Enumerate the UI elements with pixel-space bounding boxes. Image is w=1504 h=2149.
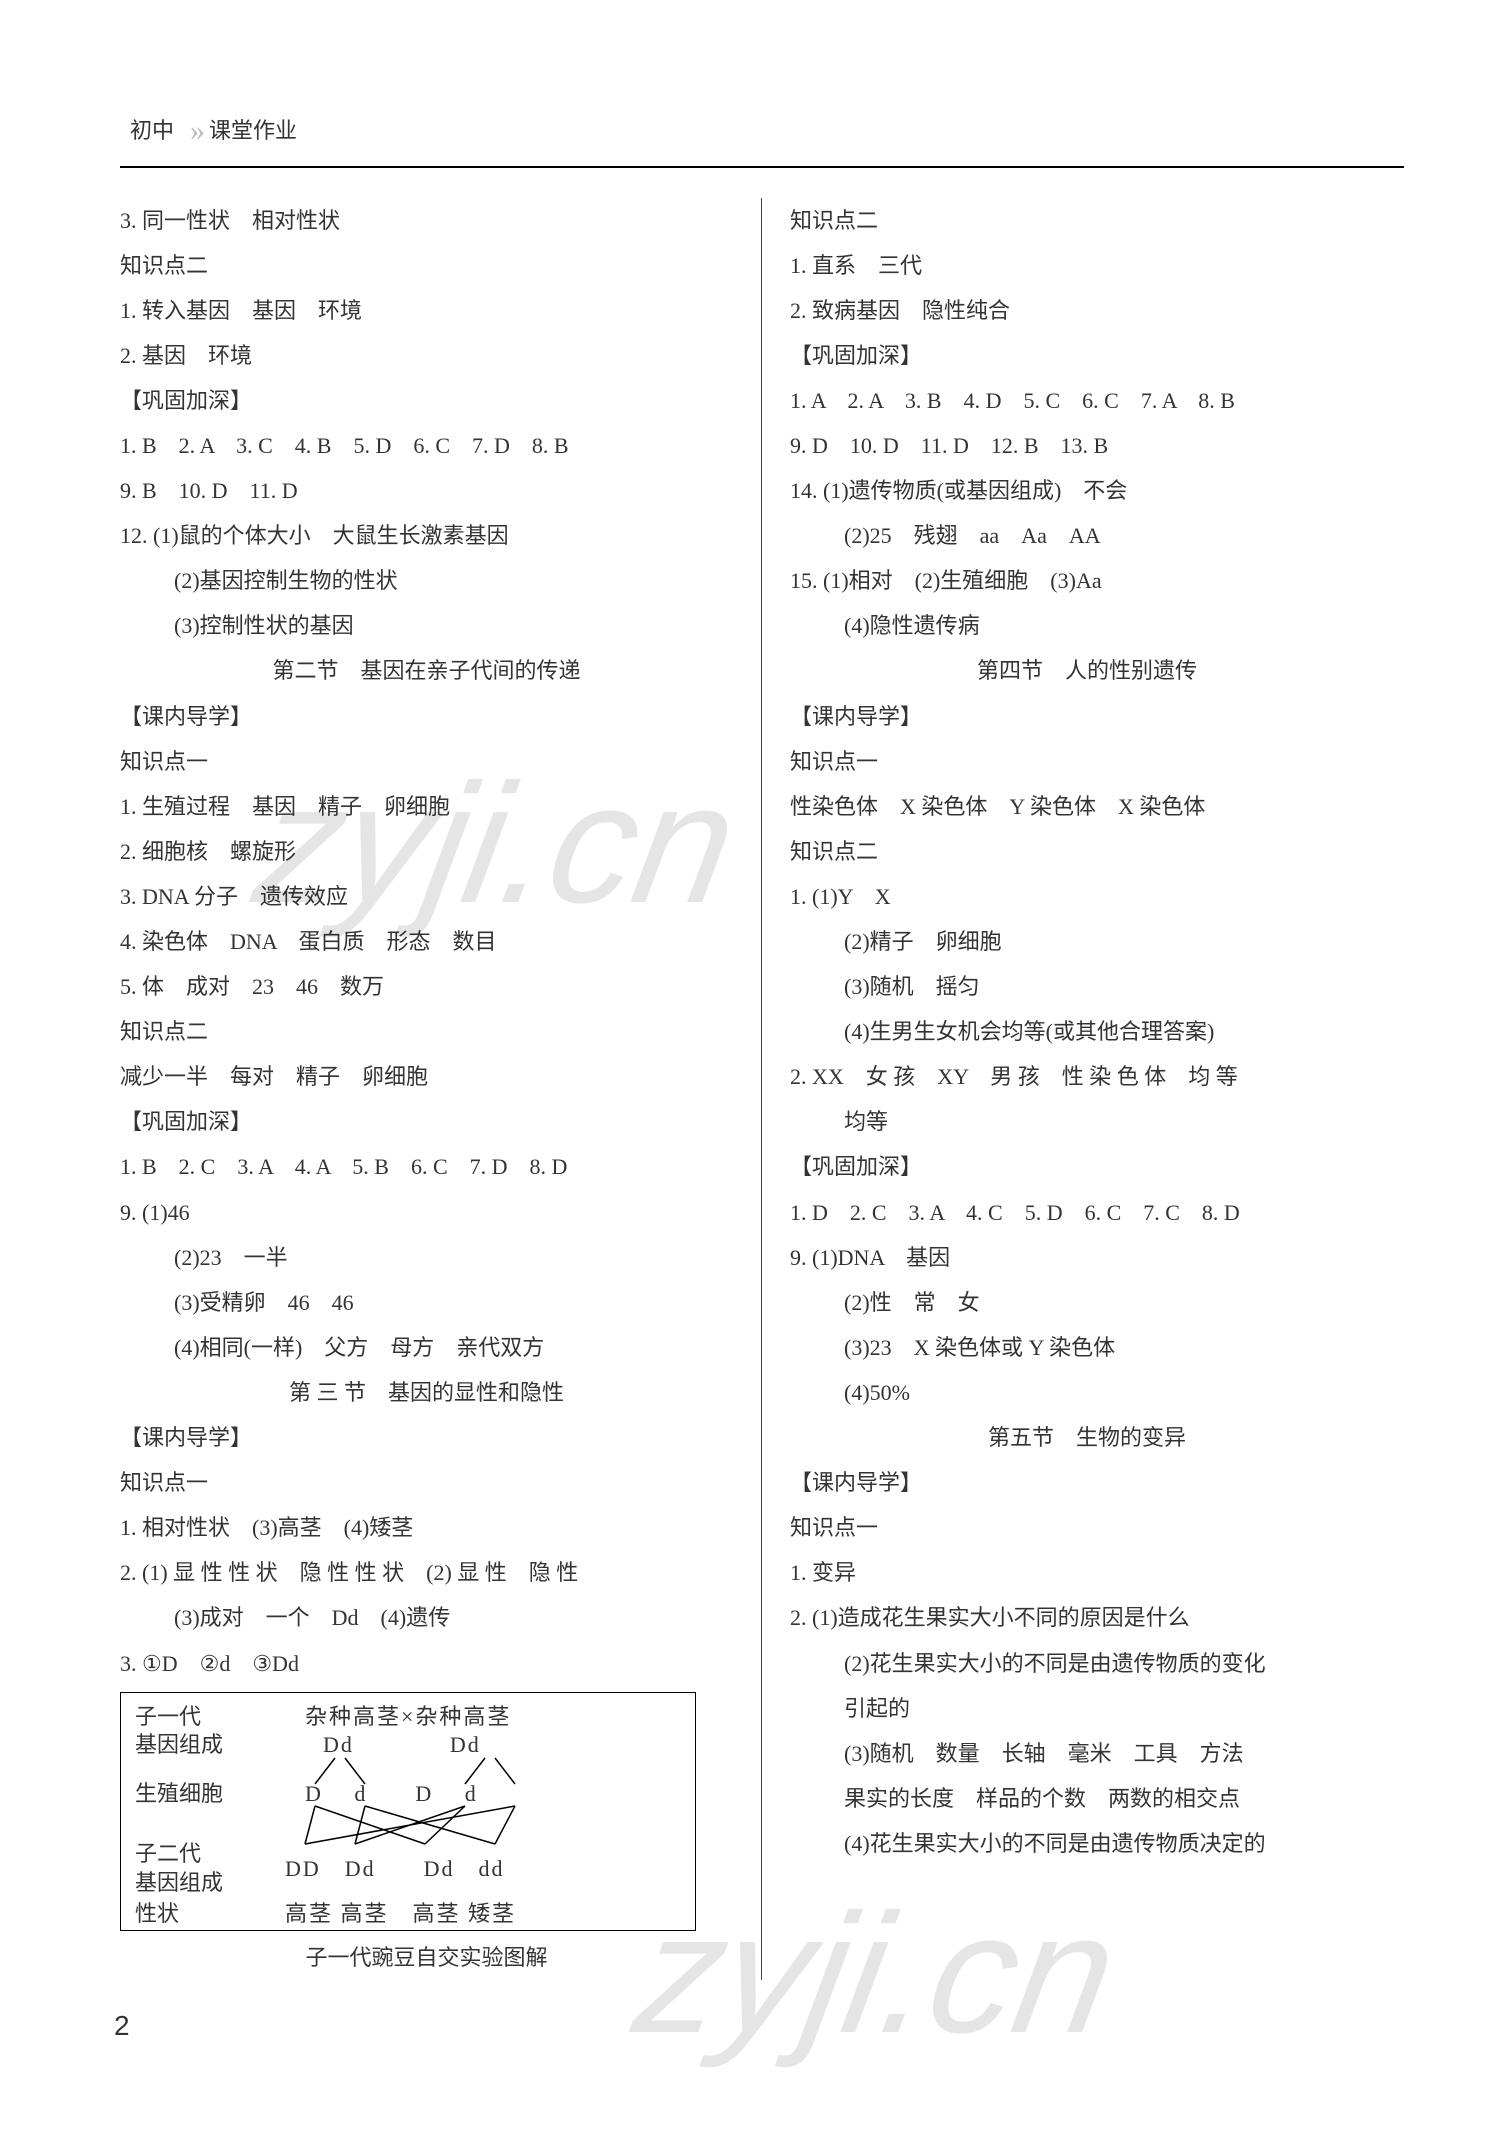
text-line: 知识点二: [120, 1009, 733, 1054]
diagram-label: 性状: [135, 1900, 265, 1929]
text-line: 3. DNA 分子 遗传效应: [120, 874, 733, 919]
diagram-content: 杂种高茎×杂种高茎 Dd Dd: [265, 1703, 681, 1760]
page-header: 初中 » 课堂作业: [120, 100, 1404, 168]
section-heading: 【课内导学】: [790, 694, 1384, 739]
section-title: 第五节 生物的变异: [790, 1415, 1384, 1460]
text-line: 2. 致病基因 隐性纯合: [790, 288, 1384, 333]
text-line: 知识点一: [120, 1460, 733, 1505]
section-heading: 【巩固加深】: [790, 1144, 1384, 1189]
chevron-icon: »: [190, 100, 195, 162]
text-line: 知识点一: [790, 739, 1384, 784]
section-title: 第 三 节 基因的显性和隐性: [120, 1370, 733, 1415]
text-line: 9. (1)46: [120, 1190, 733, 1235]
text-line: 12. (1)鼠的个体大小 大鼠生长激素基因: [120, 513, 733, 558]
text-line: 性染色体 X 染色体 Y 染色体 X 染色体: [790, 784, 1384, 829]
page-number: 2: [114, 1997, 130, 2054]
text-line: 知识点二: [790, 829, 1384, 874]
section-title: 第四节 人的性别遗传: [790, 648, 1384, 693]
text-line: 9. B 10. D 11. D: [120, 468, 733, 513]
text-line: 1. 转入基因 基因 环境: [120, 288, 733, 333]
text-line: (4)生男生女机会均等(或其他合理答案): [790, 1009, 1384, 1054]
text-line: 3. 同一性状 相对性状: [120, 198, 733, 243]
text-line: 4. 染色体 DNA 蛋白质 形态 数目: [120, 919, 733, 964]
text-line: 知识点一: [790, 1505, 1384, 1550]
cross-diagram: 子一代 基因组成 杂种高茎×杂种高茎 Dd Dd 生殖细胞 D d D d: [120, 1692, 696, 1932]
text-line: 知识点二: [120, 243, 733, 288]
header-title: 课堂作业: [209, 108, 297, 153]
text-line: (3)控制性状的基因: [120, 603, 733, 648]
text-line: (2)25 残翅 aa Aa AA: [790, 513, 1384, 558]
text-line: 减少一半 每对 精子 卵细胞: [120, 1054, 733, 1099]
text-line: (2)基因控制生物的性状: [120, 558, 733, 603]
text-line: 5. 体 成对 23 46 数万: [120, 964, 733, 1009]
text-line: (3)23 X 染色体或 Y 染色体: [790, 1325, 1384, 1370]
text-line: 9. (1)DNA 基因: [790, 1235, 1384, 1280]
section-heading: 【课内导学】: [120, 1415, 733, 1460]
text-line: 1. 生殖过程 基因 精子 卵细胞: [120, 784, 733, 829]
section-title: 第二节 基因在亲子代间的传递: [120, 648, 733, 693]
left-column: 3. 同一性状 相对性状 知识点二 1. 转入基因 基因 环境 2. 基因 环境…: [120, 198, 762, 1981]
text-line: (3)受精卵 46 46: [120, 1280, 733, 1325]
diagram-content: 高茎 高茎 高茎 矮茎: [265, 1900, 681, 1929]
text-line: 1. (1)Y X: [790, 874, 1384, 919]
text-line: 9. D 10. D 11. D 12. B 13. B: [790, 423, 1384, 468]
right-column: 知识点二 1. 直系 三代 2. 致病基因 隐性纯合 【巩固加深】 1. A 2…: [762, 198, 1404, 1981]
text-line: (4)隐性遗传病: [790, 603, 1384, 648]
diagram-label: 子一代 基因组成: [135, 1703, 265, 1760]
text-line: 2. (1) 显 性 性 状 隐 性 性 状 (2) 显 性 隐 性: [120, 1550, 733, 1595]
diagram-content: D d D d: [265, 1780, 681, 1809]
diagram-text: Dd Dd: [305, 1731, 681, 1760]
text-line: 知识点一: [120, 739, 733, 784]
text-line: 14. (1)遗传物质(或基因组成) 不会: [790, 468, 1384, 513]
text-line: (4)50%: [790, 1370, 1384, 1415]
text-line: (4)相同(一样) 父方 母方 亲代双方: [120, 1325, 733, 1370]
text-line: 15. (1)相对 (2)生殖细胞 (3)Aa: [790, 558, 1384, 603]
text-line: 1. 变异: [790, 1550, 1384, 1595]
text-line: 1. 直系 三代: [790, 243, 1384, 288]
text-line: 1. B 2. C 3. A 4. A 5. B 6. C 7. D 8. D: [120, 1144, 733, 1189]
text-line: 引起的: [790, 1686, 1384, 1731]
text-line: 1. A 2. A 3. B 4. D 5. C 6. C 7. A 8. B: [790, 378, 1384, 423]
header-prefix: 初中: [120, 104, 184, 157]
text-line: 1. D 2. C 3. A 4. C 5. D 6. C 7. C 8. D: [790, 1190, 1384, 1235]
diagram-label: 子二代 基因组成: [135, 1840, 265, 1897]
text-line: (3)成对 一个 Dd (4)遗传: [120, 1595, 733, 1640]
text-line: (2)23 一半: [120, 1235, 733, 1280]
text-line: 2. 细胞核 螺旋形: [120, 829, 733, 874]
text-line: 果实的长度 样品的个数 两数的相交点: [790, 1776, 1384, 1821]
text-line: 2. (1)造成花生果实大小不同的原因是什么: [790, 1595, 1384, 1640]
text-line: (2)花生果实大小的不同是由遗传物质的变化: [790, 1641, 1384, 1686]
section-heading: 【课内导学】: [790, 1460, 1384, 1505]
content-columns: 3. 同一性状 相对性状 知识点二 1. 转入基因 基因 环境 2. 基因 环境…: [120, 198, 1404, 1981]
diagram-text: 杂种高茎×杂种高茎: [305, 1703, 681, 1732]
section-heading: 【课内导学】: [120, 694, 733, 739]
diagram-content: DD Dd Dd dd: [265, 1855, 681, 1884]
text-line: 1. B 2. A 3. C 4. B 5. D 6. C 7. D 8. B: [120, 423, 733, 468]
text-line: (4)花生果实大小的不同是由遗传物质决定的: [790, 1821, 1384, 1866]
text-line: 知识点二: [790, 198, 1384, 243]
section-heading: 【巩固加深】: [120, 1099, 733, 1144]
text-line: 均等: [790, 1099, 1384, 1144]
section-heading: 【巩固加深】: [120, 378, 733, 423]
text-line: 3. ①D ②d ③Dd: [120, 1641, 733, 1686]
text-line: (3)随机 摇匀: [790, 964, 1384, 1009]
text-line: 2. 基因 环境: [120, 333, 733, 378]
text-line: (3)随机 数量 长轴 毫米 工具 方法: [790, 1731, 1384, 1776]
text-line: (2)性 常 女: [790, 1280, 1384, 1325]
diagram-label: 生殖细胞: [135, 1780, 265, 1809]
text-line: 2. XX 女 孩 XY 男 孩 性 染 色 体 均 等: [790, 1054, 1384, 1099]
diagram-caption: 子一代豌豆自交实验图解: [120, 1935, 733, 1980]
section-heading: 【巩固加深】: [790, 333, 1384, 378]
text-line: 1. 相对性状 (3)高茎 (4)矮茎: [120, 1505, 733, 1550]
text-line: (2)精子 卵细胞: [790, 919, 1384, 964]
